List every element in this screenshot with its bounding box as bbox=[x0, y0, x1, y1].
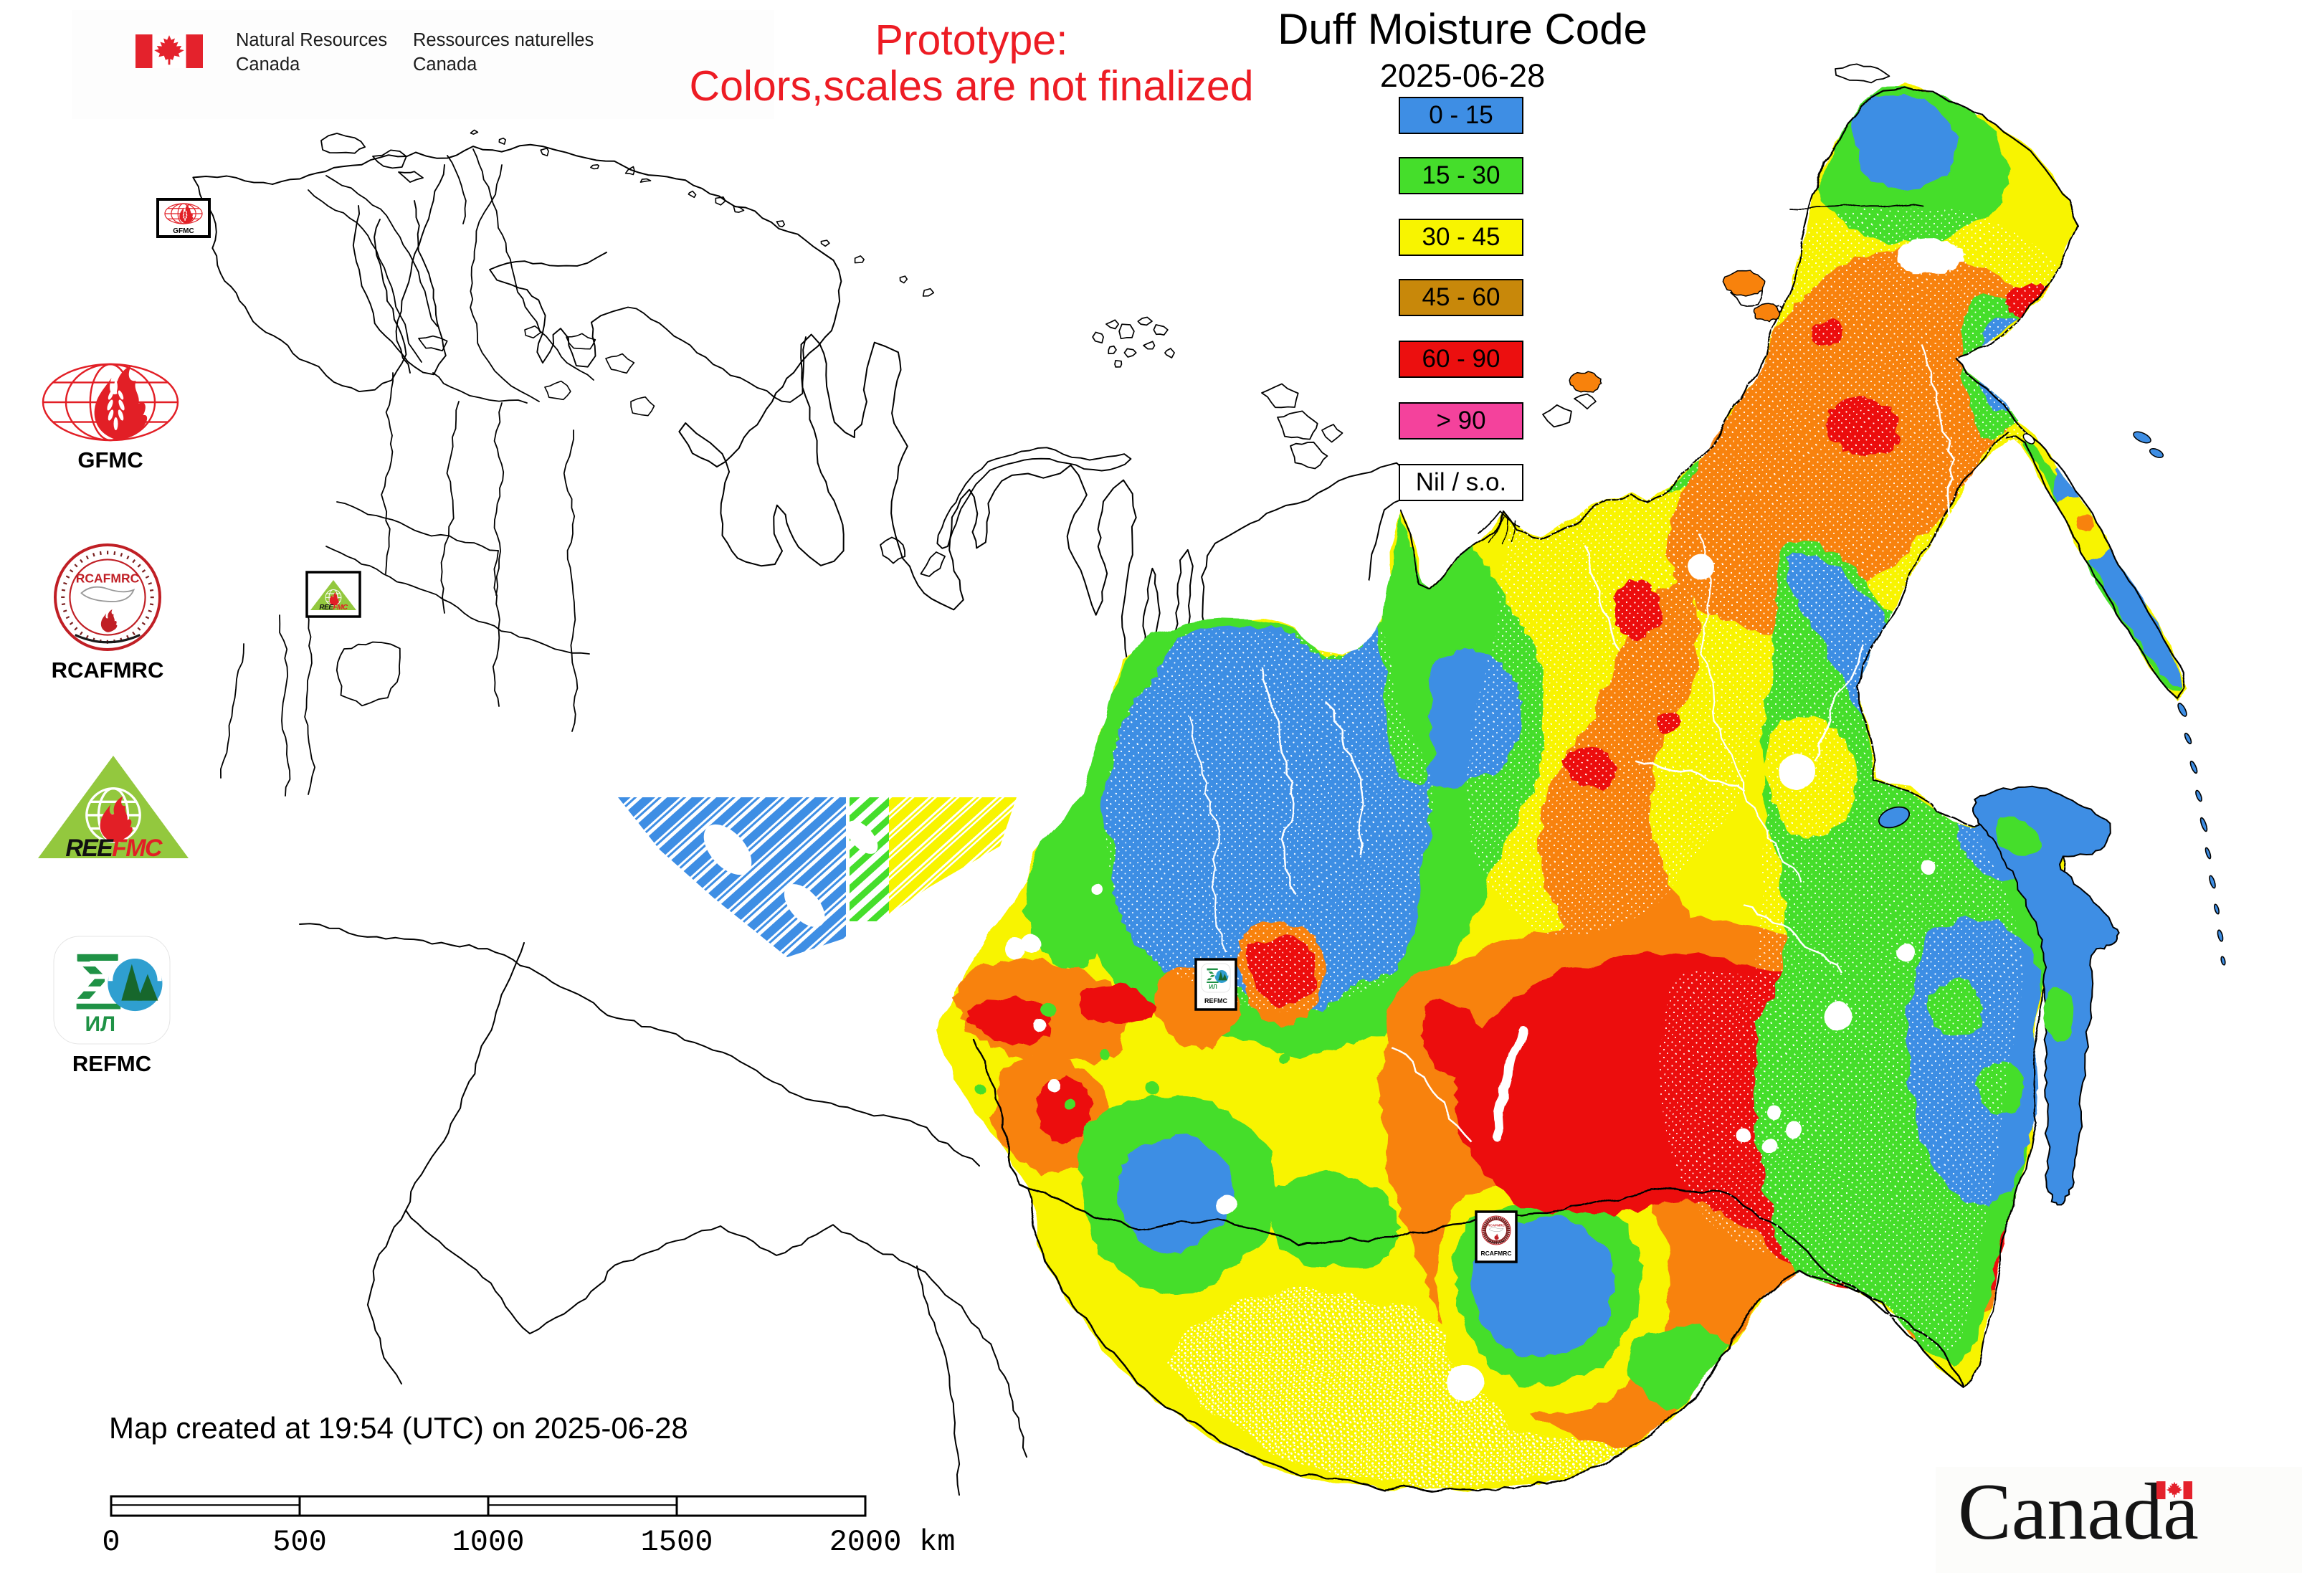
svg-text:Natural Resources: Natural Resources bbox=[236, 30, 387, 50]
svg-text:RCAFMRC: RCAFMRC bbox=[1488, 1223, 1506, 1227]
svg-text:RCAFMRC: RCAFMRC bbox=[1481, 1250, 1512, 1257]
svg-text:km: km bbox=[919, 1525, 955, 1559]
svg-text:RCAFMRC: RCAFMRC bbox=[52, 657, 164, 683]
svg-text:REFMC: REFMC bbox=[1204, 997, 1227, 1004]
svg-text:2000: 2000 bbox=[829, 1525, 902, 1559]
svg-text:1500: 1500 bbox=[641, 1525, 713, 1559]
svg-text:GFMC: GFMC bbox=[77, 447, 143, 472]
svg-text:REFMC: REFMC bbox=[72, 1051, 151, 1076]
svg-text:Σ: Σ bbox=[1206, 963, 1219, 988]
svg-text:500: 500 bbox=[272, 1525, 327, 1559]
svg-text:REEFMC: REEFMC bbox=[319, 604, 348, 612]
svg-text:Ressources naturelles: Ressources naturelles bbox=[413, 30, 594, 50]
svg-text:ИЛ: ИЛ bbox=[1209, 984, 1217, 990]
svg-text:1000: 1000 bbox=[452, 1525, 525, 1559]
svg-text:Canada: Canada bbox=[1958, 1468, 2199, 1557]
svg-text:0: 0 bbox=[102, 1525, 120, 1559]
svg-text:ИЛ: ИЛ bbox=[85, 1012, 115, 1036]
svg-text:REEFMC: REEFMC bbox=[65, 835, 163, 862]
svg-text:Canada: Canada bbox=[236, 54, 300, 75]
svg-text:GFMC: GFMC bbox=[173, 227, 194, 235]
svg-text:RCAFMRC: RCAFMRC bbox=[76, 571, 140, 586]
svg-text:Canada: Canada bbox=[413, 54, 477, 75]
